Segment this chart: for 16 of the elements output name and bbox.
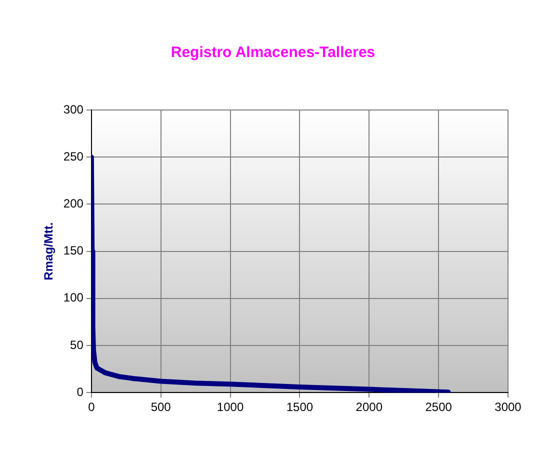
x-tick-label: 2000: [356, 400, 383, 414]
y-tick-label: 50: [70, 338, 84, 352]
y-tick-label: 150: [63, 244, 84, 258]
x-tick-label: 1000: [216, 400, 244, 414]
y-tick-label: 300: [63, 102, 84, 116]
y-tick-label: 100: [63, 290, 84, 305]
x-tick-label: 3000: [494, 400, 522, 414]
y-tick-label: 200: [63, 196, 84, 211]
x-tick-label: 0: [88, 400, 96, 414]
x-tick-label: 500: [150, 400, 172, 414]
y-tick-label: 0: [76, 384, 84, 399]
chart-title: Registro Almacenes-Talleres: [170, 44, 376, 62]
y-tick-label: 250: [63, 149, 84, 164]
y-axis-title: Rmag/Mtt.: [42, 222, 56, 280]
x-tick-label: 2500: [425, 400, 452, 414]
x-tick-label: 1500: [286, 400, 314, 414]
